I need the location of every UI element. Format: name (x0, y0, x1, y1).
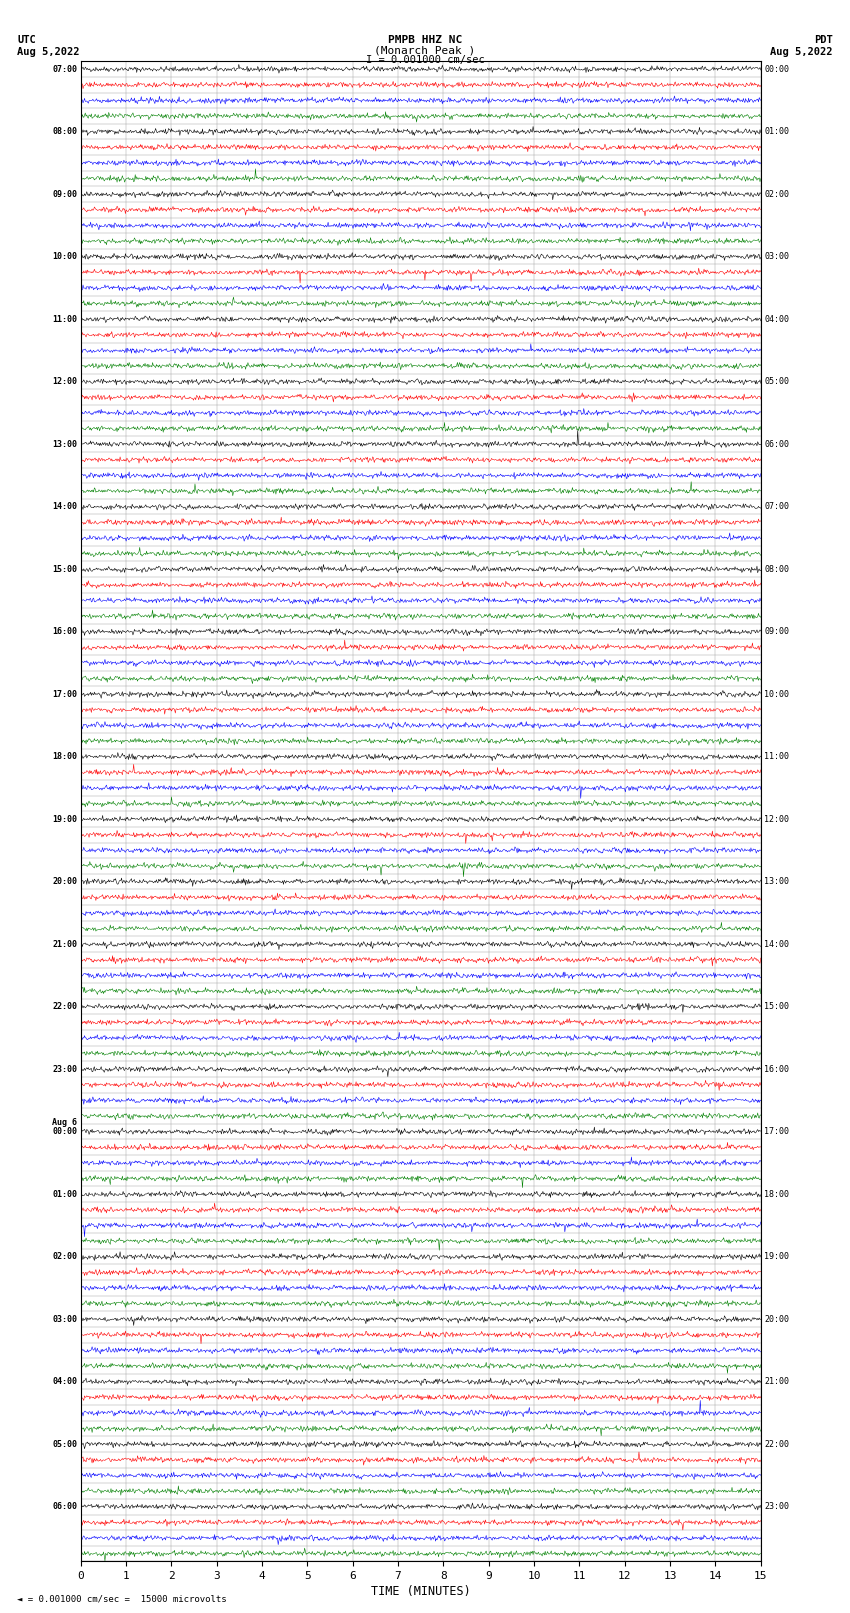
Text: 14:00: 14:00 (764, 940, 789, 948)
Text: 02:00: 02:00 (764, 190, 789, 198)
Text: 08:00: 08:00 (53, 127, 77, 135)
Text: 21:00: 21:00 (764, 1378, 789, 1386)
Text: 17:00: 17:00 (53, 690, 77, 698)
Text: 10:00: 10:00 (53, 252, 77, 261)
Text: 20:00: 20:00 (764, 1315, 789, 1324)
Text: 19:00: 19:00 (53, 815, 77, 824)
Text: UTC
Aug 5,2022: UTC Aug 5,2022 (17, 35, 80, 56)
Text: 01:00: 01:00 (53, 1190, 77, 1198)
X-axis label: TIME (MINUTES): TIME (MINUTES) (371, 1586, 471, 1598)
Text: 00:00: 00:00 (764, 65, 789, 74)
Text: 15:00: 15:00 (53, 565, 77, 574)
Text: 22:00: 22:00 (53, 1002, 77, 1011)
Text: 02:00: 02:00 (53, 1252, 77, 1261)
Text: 09:00: 09:00 (764, 627, 789, 636)
Text: ◄ = 0.001000 cm/sec =  15000 microvolts: ◄ = 0.001000 cm/sec = 15000 microvolts (17, 1594, 227, 1603)
Text: 23:00: 23:00 (764, 1502, 789, 1511)
Text: 11:00: 11:00 (764, 752, 789, 761)
Text: 12:00: 12:00 (764, 815, 789, 824)
Text: 16:00: 16:00 (764, 1065, 789, 1074)
Text: 13:00: 13:00 (53, 440, 77, 448)
Text: 18:00: 18:00 (764, 1190, 789, 1198)
Text: 12:00: 12:00 (53, 377, 77, 386)
Text: 05:00: 05:00 (53, 1440, 77, 1448)
Text: 01:00: 01:00 (764, 127, 789, 135)
Text: 08:00: 08:00 (764, 565, 789, 574)
Text: 19:00: 19:00 (764, 1252, 789, 1261)
Text: 07:00: 07:00 (764, 502, 789, 511)
Text: PMPB HHZ NC: PMPB HHZ NC (388, 35, 462, 45)
Text: PDT
Aug 5,2022: PDT Aug 5,2022 (770, 35, 833, 56)
Text: I = 0.001000 cm/sec: I = 0.001000 cm/sec (366, 55, 484, 65)
Text: 00:00: 00:00 (53, 1127, 77, 1136)
Text: 17:00: 17:00 (764, 1127, 789, 1136)
Text: 06:00: 06:00 (764, 440, 789, 448)
Text: 13:00: 13:00 (764, 877, 789, 886)
Text: (Monarch Peak ): (Monarch Peak ) (374, 45, 476, 55)
Text: 14:00: 14:00 (53, 502, 77, 511)
Text: 04:00: 04:00 (764, 315, 789, 324)
Text: 06:00: 06:00 (53, 1502, 77, 1511)
Text: 18:00: 18:00 (53, 752, 77, 761)
Text: 11:00: 11:00 (53, 315, 77, 324)
Text: 15:00: 15:00 (764, 1002, 789, 1011)
Text: 03:00: 03:00 (764, 252, 789, 261)
Text: Aug 6: Aug 6 (53, 1118, 77, 1127)
Text: 16:00: 16:00 (53, 627, 77, 636)
Text: 20:00: 20:00 (53, 877, 77, 886)
Text: 10:00: 10:00 (764, 690, 789, 698)
Text: 04:00: 04:00 (53, 1378, 77, 1386)
Text: 07:00: 07:00 (53, 65, 77, 74)
Text: 21:00: 21:00 (53, 940, 77, 948)
Text: 22:00: 22:00 (764, 1440, 789, 1448)
Text: 05:00: 05:00 (764, 377, 789, 386)
Text: 03:00: 03:00 (53, 1315, 77, 1324)
Text: 23:00: 23:00 (53, 1065, 77, 1074)
Text: 09:00: 09:00 (53, 190, 77, 198)
